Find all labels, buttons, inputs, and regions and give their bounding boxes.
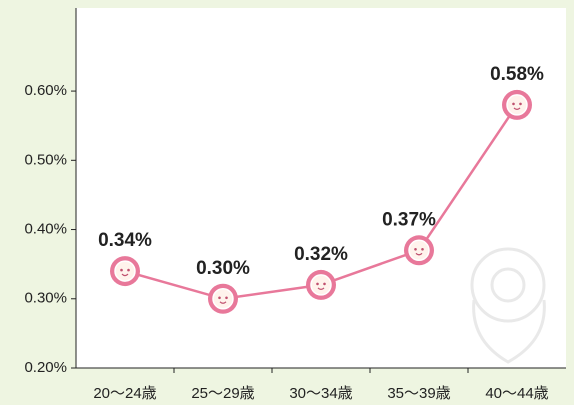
value-label: 0.34%	[98, 230, 152, 251]
marker-eye	[421, 248, 424, 251]
y-tick-label: 0.20%	[24, 359, 67, 376]
marker	[306, 270, 336, 300]
y-tick-label: 0.30%	[24, 290, 67, 307]
plot-area	[76, 8, 566, 368]
marker-eye	[218, 296, 221, 299]
x-tick-label: 20〜24歳	[93, 385, 156, 402]
marker-face	[507, 95, 527, 115]
value-label: 0.30%	[196, 258, 250, 279]
y-tick-label: 0.50%	[24, 151, 67, 168]
marker	[110, 256, 140, 286]
marker-eye	[414, 248, 417, 251]
marker-eye	[127, 269, 130, 272]
marker-eye	[316, 283, 319, 286]
marker-eye	[323, 283, 326, 286]
x-tick-label: 35〜39歳	[387, 385, 450, 402]
value-label: 0.32%	[294, 244, 348, 265]
marker-face	[213, 289, 233, 309]
page: 0.20% 0.30% 0.40% 0.50% 0.60% 20〜24歳 25〜29歳 30〜…	[0, 0, 574, 405]
value-label: 0.58%	[490, 64, 544, 85]
x-tick-label: 30〜34歳	[289, 385, 352, 402]
marker-eye	[225, 296, 228, 299]
marker	[208, 284, 238, 314]
x-tick-label: 25〜29歳	[191, 385, 254, 402]
marker	[404, 235, 434, 265]
y-tick-label: 0.60%	[24, 82, 67, 99]
marker	[502, 90, 532, 120]
marker-face	[311, 275, 331, 295]
marker-face	[115, 261, 135, 281]
marker-face	[409, 240, 429, 260]
marker-eye	[512, 103, 515, 106]
value-label: 0.37%	[382, 209, 436, 230]
chart: 0.20% 0.30% 0.40% 0.50% 0.60% 20〜24歳 25〜29歳 30〜…	[0, 0, 574, 405]
x-tick-label: 40〜44歳	[485, 385, 548, 402]
marker-eye	[519, 103, 522, 106]
marker-eye	[120, 269, 123, 272]
y-tick-label: 0.40%	[24, 221, 67, 238]
